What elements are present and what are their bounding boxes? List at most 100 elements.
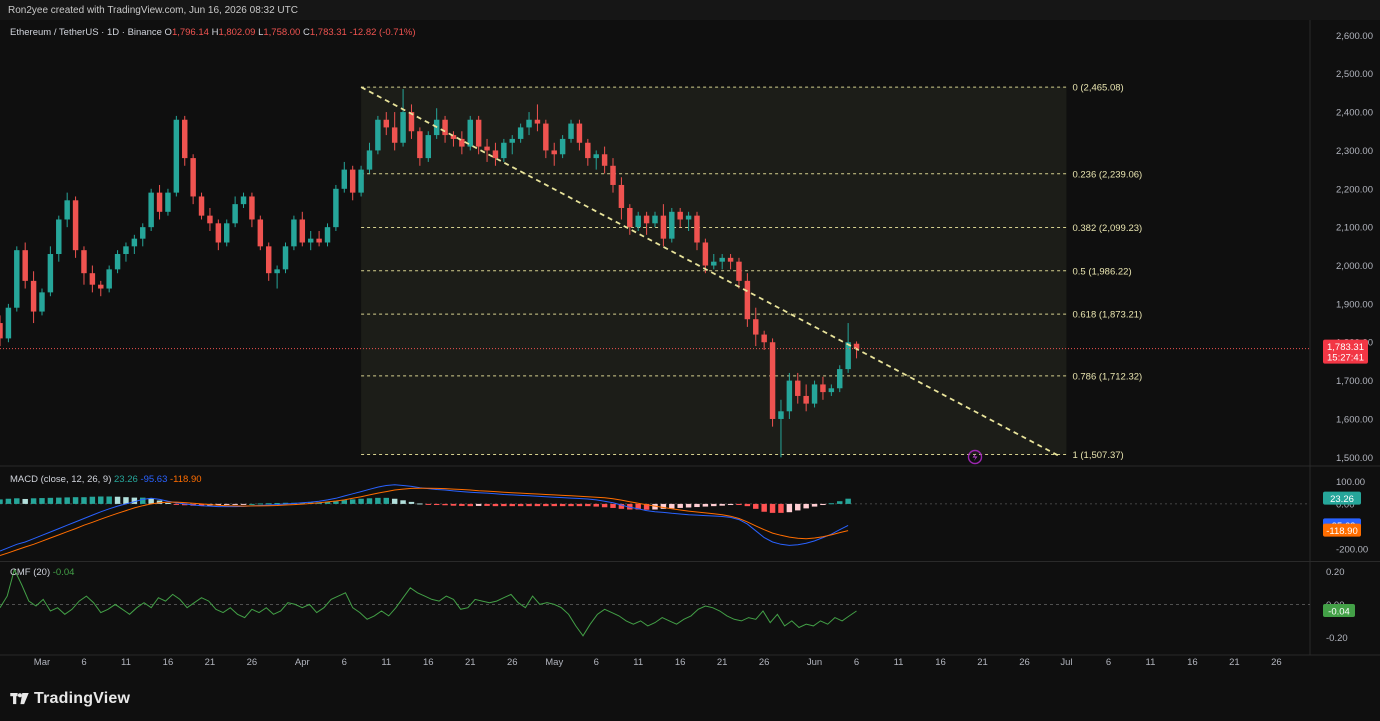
candle-body [761, 334, 767, 343]
macd-histogram-bar [727, 503, 734, 506]
candle-body [627, 207, 633, 228]
fib-level-label: 1 (1,507.37) [1072, 450, 1123, 461]
candle-body [727, 257, 734, 262]
time-tick-label: 26 [247, 657, 258, 668]
fib-level-label: 0.236 (2,239.06) [1072, 169, 1142, 180]
candle-body [484, 146, 490, 151]
flash-icon[interactable] [967, 449, 983, 465]
candle-body [131, 238, 138, 247]
time-tick-label: 6 [1106, 657, 1111, 668]
macd-histogram-bar [736, 503, 742, 506]
macd-histogram-bar [366, 498, 373, 504]
macd-histogram-bar [685, 503, 692, 508]
candle-body [274, 269, 280, 274]
candle-body [291, 219, 297, 247]
macd-histogram-bar [669, 503, 675, 509]
candle-body [173, 119, 180, 193]
macd-histogram-bar [240, 503, 247, 505]
candle-body [333, 188, 339, 228]
candle-body [89, 273, 96, 285]
candle-body [492, 150, 499, 159]
fib-level-label: 0 (2,465.08) [1072, 83, 1123, 94]
tradingview-logo-text: TradingView [34, 690, 131, 707]
cmf-pane [0, 568, 1310, 637]
macd-histogram-bar [123, 497, 129, 504]
macd-value-label: -118.90 [1326, 526, 1358, 537]
tradingview-logo[interactable]: TradingView [10, 690, 130, 708]
macd-tick-label: -200.00 [1336, 544, 1368, 555]
candle-body [282, 246, 289, 270]
time-tick-label: 16 [935, 657, 946, 668]
candle-body [685, 215, 692, 220]
candle-body [22, 250, 28, 281]
time-tick-label: 11 [121, 657, 131, 668]
candle-body [786, 380, 793, 412]
time-tick-label: 16 [1187, 657, 1198, 668]
macd-histogram-bar [517, 503, 524, 507]
macd-histogram-bar [601, 503, 608, 508]
macd-histogram-bar [341, 500, 348, 504]
cmf-value-badge [1323, 603, 1355, 617]
time-tick-label: 26 [1271, 657, 1282, 668]
macd-histogram-bar [140, 497, 146, 504]
candle-body [148, 192, 154, 228]
macd-histogram-bar [568, 503, 574, 507]
candle-body [249, 196, 255, 220]
macd-histogram-bar [198, 503, 205, 506]
macd-histogram-bar [433, 503, 440, 506]
candle-body [450, 135, 457, 139]
macd-histogram-bar [845, 498, 851, 504]
macd-histogram-bar [148, 498, 154, 504]
macd-histogram-bar [383, 497, 390, 504]
macd-histogram-bar [165, 503, 171, 505]
macd-histogram-bar [475, 503, 482, 506]
macd-histogram-bar [106, 496, 112, 504]
candle-body [215, 223, 222, 243]
macd-pane [0, 484, 1310, 556]
macd-histogram-bar [593, 503, 599, 507]
price-tick-label: 1,900.00 [1336, 299, 1373, 310]
cmf-tick-label: -0.20 [1326, 633, 1348, 644]
chart-area[interactable]: 0 (2,465.08) 0.236 (2,239.06) 0.382 (2,099… [0, 20, 1380, 676]
credit-bar: Ron2yee created with TradingView.com, Ju… [0, 0, 1380, 20]
macd-histogram-bar [274, 503, 280, 505]
macd-tick-label: 100.00 [1336, 477, 1365, 488]
macd-histogram-bar [232, 503, 238, 505]
macd-histogram-bar [467, 503, 473, 507]
candle-body [56, 219, 62, 255]
candle-body [543, 123, 549, 151]
candle-body [114, 254, 121, 270]
candle-body [702, 242, 709, 266]
macd-histogram-bar [811, 503, 818, 507]
macd-histogram-bar [652, 503, 658, 510]
candle-body [467, 119, 473, 147]
time-tick-label: Apr [295, 657, 310, 668]
macd-histogram-bar [5, 498, 12, 504]
candle-body [475, 119, 482, 147]
macd-histogram-bar [349, 499, 356, 504]
macd-histogram-bar [39, 498, 45, 504]
time-tick-label: Jul [1060, 657, 1072, 668]
candle-body [820, 384, 826, 393]
candle-body [391, 127, 398, 143]
credit-text: Ron2yee created with TradingView.com, Ju… [8, 5, 298, 16]
macd-histogram-bar [0, 499, 3, 504]
time-tick-label: 26 [1019, 657, 1030, 668]
time-tick-label: 11 [894, 657, 904, 668]
fib-level-label: 0.5 (1,986.22) [1072, 266, 1131, 277]
candle-body [753, 319, 759, 335]
candle-body [551, 150, 557, 155]
macd-histogram-bar [761, 503, 767, 512]
candle-body [769, 342, 776, 419]
candle-body [0, 323, 3, 339]
macd-histogram-bar [215, 503, 222, 506]
macd-histogram-bar [492, 503, 499, 507]
candle-body [190, 158, 196, 197]
candle-body [635, 215, 641, 228]
candle-body [853, 343, 860, 349]
time-tick-label: 16 [163, 657, 174, 668]
macd-histogram-bar [81, 497, 87, 504]
macd-histogram-bar [131, 497, 138, 504]
macd-histogram-bar [786, 503, 793, 513]
candle-body [803, 395, 809, 404]
